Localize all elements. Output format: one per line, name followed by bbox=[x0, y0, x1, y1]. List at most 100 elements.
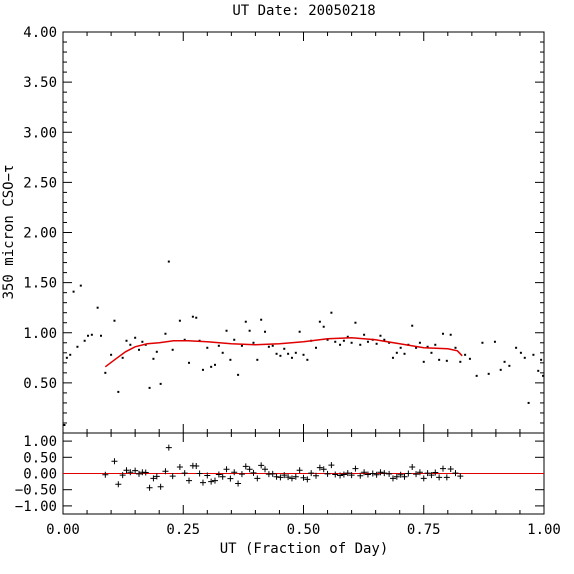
data-point bbox=[229, 358, 232, 361]
residual-point bbox=[242, 463, 249, 470]
residual-points bbox=[102, 444, 464, 491]
data-point bbox=[113, 319, 116, 322]
data-point bbox=[403, 352, 406, 355]
residual-point bbox=[337, 472, 344, 479]
main-y-tick-label: 1.00 bbox=[23, 326, 57, 342]
residual-point bbox=[457, 473, 464, 480]
data-point bbox=[330, 311, 333, 314]
data-point bbox=[418, 341, 421, 344]
data-point bbox=[445, 359, 448, 362]
data-point bbox=[240, 344, 243, 347]
data-point bbox=[69, 353, 72, 356]
data-point bbox=[287, 352, 290, 355]
residual-point bbox=[204, 472, 211, 479]
residual-point bbox=[296, 467, 303, 474]
residual-point bbox=[123, 467, 130, 474]
residual-point bbox=[127, 469, 134, 476]
data-point bbox=[275, 352, 278, 355]
residual-point bbox=[292, 473, 299, 480]
residual-point bbox=[199, 479, 206, 486]
data-point bbox=[134, 336, 137, 339]
data-point bbox=[540, 358, 543, 361]
data-point bbox=[415, 346, 418, 349]
main-y-tick-label: 2.00 bbox=[23, 226, 57, 242]
data-point bbox=[233, 338, 236, 341]
data-point bbox=[65, 356, 68, 359]
data-point bbox=[426, 345, 429, 348]
residual-point bbox=[165, 444, 172, 451]
residual-point bbox=[186, 477, 193, 484]
chart-title: UT Date: 20050218 bbox=[232, 3, 375, 19]
data-point bbox=[129, 343, 132, 346]
residual-point bbox=[215, 471, 222, 478]
residual-point bbox=[281, 472, 288, 479]
residual-point bbox=[208, 478, 215, 485]
data-point bbox=[366, 340, 369, 343]
data-point bbox=[537, 369, 540, 372]
residual-point bbox=[386, 470, 393, 477]
data-point bbox=[302, 353, 305, 356]
data-point bbox=[256, 358, 259, 361]
residual-point bbox=[377, 469, 384, 476]
x-tick-label: 0.75 bbox=[407, 522, 441, 538]
residual-point bbox=[277, 474, 284, 481]
data-point bbox=[267, 345, 270, 348]
data-point bbox=[383, 338, 386, 341]
data-point bbox=[117, 390, 120, 393]
data-point bbox=[83, 339, 86, 342]
residual-point bbox=[115, 481, 122, 488]
data-point bbox=[121, 356, 124, 359]
x-tick-label: 0.25 bbox=[166, 522, 200, 538]
residual-point bbox=[452, 470, 459, 477]
residual-point bbox=[352, 465, 359, 472]
data-point bbox=[155, 350, 158, 353]
residual-point bbox=[397, 471, 404, 478]
data-point bbox=[430, 351, 433, 354]
residual-point bbox=[119, 472, 126, 479]
data-point bbox=[523, 356, 526, 359]
residual-point bbox=[250, 469, 257, 476]
data-point bbox=[464, 353, 467, 356]
main-plot-frame bbox=[62, 31, 545, 434]
data-point bbox=[171, 348, 174, 351]
residual-point bbox=[413, 471, 420, 478]
data-point bbox=[318, 320, 321, 323]
data-point bbox=[141, 340, 144, 343]
residual-point bbox=[344, 470, 351, 477]
data-point bbox=[399, 346, 402, 349]
data-point bbox=[346, 335, 349, 338]
data-point bbox=[379, 334, 382, 337]
residual-point bbox=[231, 469, 238, 476]
data-point bbox=[217, 344, 220, 347]
data-point bbox=[441, 332, 444, 335]
residual-point bbox=[340, 471, 347, 478]
residual-point bbox=[416, 469, 423, 476]
data-point bbox=[210, 365, 213, 368]
data-point bbox=[363, 333, 366, 336]
residual-point bbox=[246, 466, 253, 473]
y-axis-label: 350 micron CSO−τ bbox=[1, 165, 17, 300]
x-axis-label: UT (Fraction of Day) bbox=[220, 541, 389, 557]
residual-point bbox=[313, 472, 320, 479]
residual-point bbox=[405, 470, 412, 477]
data-point bbox=[201, 368, 204, 371]
data-point bbox=[221, 351, 224, 354]
residual-point bbox=[254, 475, 261, 482]
data-point bbox=[468, 357, 471, 360]
data-point bbox=[159, 382, 162, 385]
residual-point bbox=[401, 473, 408, 480]
data-point bbox=[459, 360, 462, 363]
residual-point bbox=[219, 473, 226, 480]
residual-point bbox=[420, 475, 427, 482]
data-point bbox=[395, 351, 398, 354]
residual-point bbox=[357, 472, 364, 479]
data-point bbox=[167, 260, 170, 263]
data-point bbox=[315, 346, 318, 349]
residual-point bbox=[132, 467, 139, 474]
residual-point bbox=[146, 484, 153, 491]
data-point bbox=[475, 374, 478, 377]
residual-y-tick-label: −1.00 bbox=[15, 499, 57, 515]
residual-point bbox=[135, 470, 142, 477]
residual-point bbox=[324, 470, 331, 477]
